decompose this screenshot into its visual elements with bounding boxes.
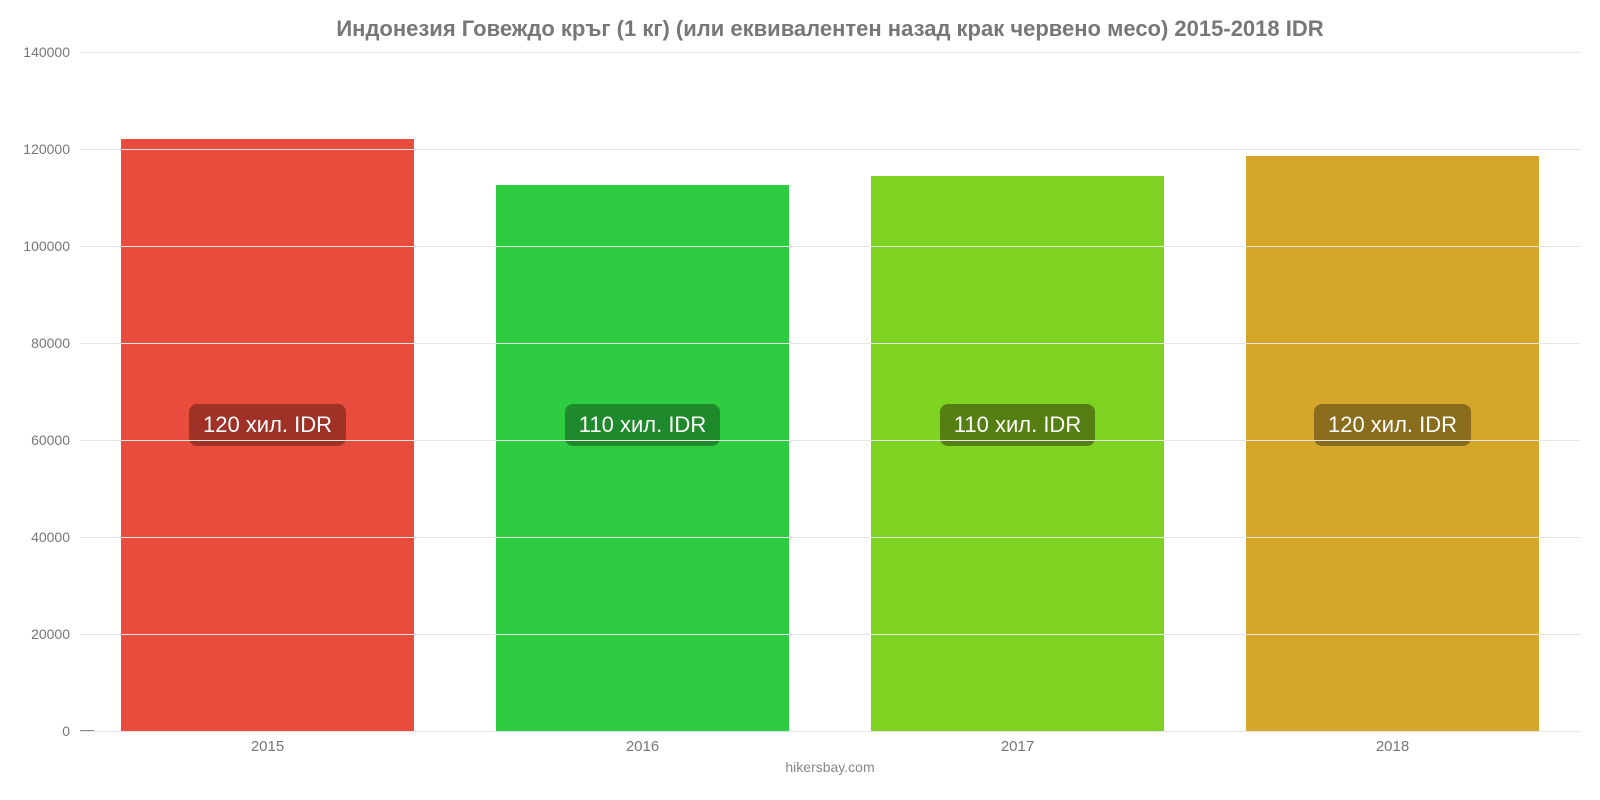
bar <box>496 185 789 731</box>
chart-container: Индонезия Говеждо кръг (1 кг) (или еквив… <box>0 0 1600 800</box>
gridline <box>80 343 1580 344</box>
plot-area: 120 хил. IDR110 хил. IDR110 хил. IDR120 … <box>80 52 1580 732</box>
gridline <box>80 52 1580 53</box>
x-tick-label: 2018 <box>1205 738 1580 755</box>
y-tick-label: 0 <box>10 723 70 739</box>
bar <box>871 176 1164 731</box>
y-tick-label: 100000 <box>10 238 70 254</box>
gridline <box>80 246 1580 247</box>
y-tick-label: 60000 <box>10 432 70 448</box>
bar-slot: 110 хил. IDR <box>455 52 830 731</box>
y-tick-label: 120000 <box>10 141 70 157</box>
gridline <box>80 440 1580 441</box>
y-tick-label: 40000 <box>10 529 70 545</box>
bar-slot: 120 хил. IDR <box>1205 52 1580 731</box>
y-tick-label: 140000 <box>10 44 70 60</box>
y-tick-label: 80000 <box>10 335 70 351</box>
gridline <box>80 537 1580 538</box>
chart-title: Индонезия Говеждо кръг (1 кг) (или еквив… <box>80 16 1580 42</box>
bar-slot: 110 хил. IDR <box>830 52 1205 731</box>
axis-stub <box>80 730 94 731</box>
bar-slot: 120 хил. IDR <box>80 52 455 731</box>
x-tick-label: 2016 <box>455 738 830 755</box>
gridline <box>80 634 1580 635</box>
gridline <box>80 731 1580 732</box>
x-tick-label: 2015 <box>80 738 455 755</box>
credit-text: hikersbay.com <box>80 759 1580 775</box>
bars-layer: 120 хил. IDR110 хил. IDR110 хил. IDR120 … <box>80 52 1580 731</box>
gridline <box>80 149 1580 150</box>
x-tick-label: 2017 <box>830 738 1205 755</box>
y-tick-label: 20000 <box>10 626 70 642</box>
x-axis-labels: 2015201620172018 <box>80 738 1580 755</box>
